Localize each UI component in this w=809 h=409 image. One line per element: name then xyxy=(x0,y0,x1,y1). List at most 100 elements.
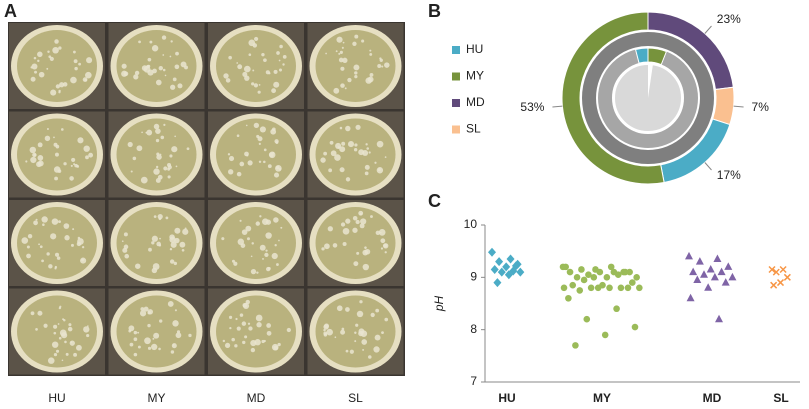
colony xyxy=(37,310,43,316)
point xyxy=(772,268,780,276)
colony xyxy=(163,123,166,126)
colony xyxy=(352,227,358,233)
colony xyxy=(373,346,380,353)
colony xyxy=(349,349,354,354)
colony xyxy=(159,237,161,240)
colony xyxy=(237,238,245,246)
colony xyxy=(50,89,57,96)
colony xyxy=(33,56,37,60)
colony xyxy=(384,317,389,322)
plate-agar xyxy=(216,295,296,368)
point xyxy=(573,274,581,281)
colony xyxy=(241,321,247,326)
colony xyxy=(54,252,60,257)
colony xyxy=(266,266,271,272)
panel-label: B xyxy=(428,1,441,21)
colony xyxy=(282,63,285,66)
colony xyxy=(49,56,54,62)
panel-label: C xyxy=(428,191,441,211)
colony xyxy=(242,302,248,308)
point xyxy=(572,342,579,349)
point xyxy=(516,267,525,277)
colony xyxy=(86,57,93,64)
colony xyxy=(143,306,149,312)
column-label: HU xyxy=(48,391,65,405)
colony xyxy=(186,147,190,151)
colony xyxy=(72,50,76,54)
colony xyxy=(236,171,242,177)
colony xyxy=(141,131,143,134)
y-tick-label: 10 xyxy=(464,217,478,231)
colony xyxy=(278,59,281,62)
colony xyxy=(48,55,52,59)
colony xyxy=(188,333,192,338)
point xyxy=(728,272,737,281)
colony xyxy=(278,239,280,242)
colony xyxy=(259,215,262,218)
colony xyxy=(223,73,229,79)
point xyxy=(511,261,520,271)
point xyxy=(768,265,776,274)
colony xyxy=(46,67,49,70)
colony xyxy=(253,83,259,88)
colony xyxy=(182,228,189,235)
colony xyxy=(224,342,231,349)
colony xyxy=(338,57,344,63)
colony xyxy=(48,264,53,269)
colony xyxy=(153,332,160,339)
colony xyxy=(345,349,349,353)
colony xyxy=(229,315,233,319)
plate-agar xyxy=(116,30,197,102)
colony xyxy=(77,137,84,144)
x-tick-label: MY xyxy=(593,391,611,405)
colony xyxy=(162,68,166,72)
colony xyxy=(55,84,60,89)
colony xyxy=(273,217,279,223)
colony xyxy=(353,64,360,71)
colony xyxy=(355,124,361,130)
colony xyxy=(169,248,173,251)
colony xyxy=(376,140,384,148)
colony xyxy=(76,241,82,247)
colony xyxy=(140,176,148,184)
colony xyxy=(169,55,172,58)
colony xyxy=(245,225,252,232)
colony xyxy=(333,87,340,94)
point xyxy=(715,314,724,323)
colony xyxy=(33,220,38,226)
colony xyxy=(347,77,352,83)
colony xyxy=(54,39,59,44)
colony xyxy=(236,62,239,64)
colony xyxy=(149,40,153,44)
colony xyxy=(170,84,176,90)
colony xyxy=(132,156,137,161)
colony xyxy=(359,213,362,216)
colony xyxy=(84,78,88,82)
colony xyxy=(222,339,226,343)
colony xyxy=(221,237,225,241)
plate-agar xyxy=(315,118,396,191)
colony xyxy=(124,253,130,259)
plate-agar xyxy=(216,207,296,279)
colony xyxy=(253,122,260,129)
point xyxy=(566,268,574,276)
point xyxy=(700,270,709,278)
colony xyxy=(344,87,347,90)
colony xyxy=(170,241,177,248)
colony xyxy=(51,218,59,225)
legend-label: SL xyxy=(466,122,481,136)
colony xyxy=(73,352,78,357)
colony xyxy=(42,223,45,226)
colony xyxy=(250,268,257,275)
colony xyxy=(54,152,59,157)
column-label: MY xyxy=(148,391,166,405)
colony xyxy=(88,152,94,158)
colony xyxy=(246,237,250,241)
colony xyxy=(175,165,178,168)
colony xyxy=(47,357,55,364)
colony xyxy=(152,68,157,74)
point xyxy=(610,268,618,276)
colony xyxy=(53,324,58,329)
plate-agar xyxy=(116,207,197,279)
colony xyxy=(352,215,358,221)
